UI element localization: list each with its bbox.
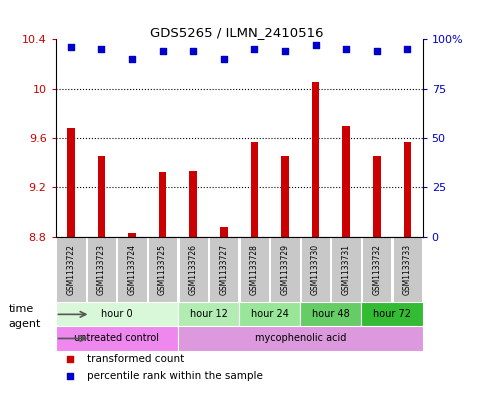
Bar xyxy=(251,141,258,237)
Text: untreated control: untreated control xyxy=(74,334,159,343)
Bar xyxy=(373,156,381,237)
Point xyxy=(342,46,350,52)
Text: GSM1133728: GSM1133728 xyxy=(250,244,259,295)
FancyBboxPatch shape xyxy=(240,237,269,302)
Text: GSM1133729: GSM1133729 xyxy=(281,244,289,295)
Text: GSM1133733: GSM1133733 xyxy=(403,244,412,295)
Text: GSM1133725: GSM1133725 xyxy=(158,244,167,295)
Point xyxy=(369,312,376,319)
Text: hour 72: hour 72 xyxy=(373,309,411,320)
Point xyxy=(128,56,136,62)
Text: GSM1133723: GSM1133723 xyxy=(97,244,106,295)
FancyBboxPatch shape xyxy=(56,302,178,327)
Text: agent: agent xyxy=(9,319,41,329)
Bar xyxy=(342,126,350,237)
Point xyxy=(281,48,289,54)
FancyBboxPatch shape xyxy=(179,237,208,302)
Text: mycophenolic acid: mycophenolic acid xyxy=(255,334,346,343)
Bar xyxy=(281,156,289,237)
Bar xyxy=(67,128,75,237)
FancyBboxPatch shape xyxy=(361,302,423,327)
FancyBboxPatch shape xyxy=(331,237,361,302)
FancyBboxPatch shape xyxy=(117,237,147,302)
Point xyxy=(98,46,105,52)
FancyBboxPatch shape xyxy=(270,237,299,302)
Text: GSM1133724: GSM1133724 xyxy=(128,244,137,295)
Text: GDS5265 / ILMN_2410516: GDS5265 / ILMN_2410516 xyxy=(150,26,324,39)
Bar xyxy=(403,141,411,237)
Text: percentile rank within the sample: percentile rank within the sample xyxy=(87,371,263,381)
Point xyxy=(220,56,227,62)
Point xyxy=(251,46,258,52)
FancyBboxPatch shape xyxy=(301,237,330,302)
FancyBboxPatch shape xyxy=(56,327,178,351)
Bar xyxy=(98,156,105,237)
Text: GSM1133727: GSM1133727 xyxy=(219,244,228,295)
Text: hour 24: hour 24 xyxy=(251,309,289,320)
Point xyxy=(369,162,376,168)
Text: time: time xyxy=(9,304,34,314)
Text: GSM1133726: GSM1133726 xyxy=(189,244,198,295)
FancyBboxPatch shape xyxy=(209,237,239,302)
Bar xyxy=(159,173,167,237)
FancyBboxPatch shape xyxy=(56,237,85,302)
Text: GSM1133731: GSM1133731 xyxy=(341,244,351,295)
Bar xyxy=(128,233,136,237)
Bar xyxy=(220,227,227,237)
FancyBboxPatch shape xyxy=(362,237,391,302)
FancyBboxPatch shape xyxy=(239,302,300,327)
FancyBboxPatch shape xyxy=(87,237,116,302)
Point xyxy=(373,48,381,54)
Text: GSM1133722: GSM1133722 xyxy=(66,244,75,295)
FancyBboxPatch shape xyxy=(393,237,422,302)
Point xyxy=(312,42,319,48)
Text: transformed count: transformed count xyxy=(87,354,184,364)
Point xyxy=(159,48,167,54)
Text: GSM1133730: GSM1133730 xyxy=(311,244,320,295)
Point xyxy=(189,48,197,54)
Text: GSM1133732: GSM1133732 xyxy=(372,244,381,295)
Bar xyxy=(312,83,319,237)
FancyBboxPatch shape xyxy=(148,237,177,302)
Point xyxy=(403,46,411,52)
Text: hour 0: hour 0 xyxy=(101,309,132,320)
FancyBboxPatch shape xyxy=(300,302,361,327)
Text: hour 12: hour 12 xyxy=(189,309,227,320)
Point xyxy=(67,44,75,50)
FancyBboxPatch shape xyxy=(178,327,423,351)
FancyBboxPatch shape xyxy=(178,302,239,327)
Bar xyxy=(189,171,197,237)
Text: hour 48: hour 48 xyxy=(312,309,350,320)
